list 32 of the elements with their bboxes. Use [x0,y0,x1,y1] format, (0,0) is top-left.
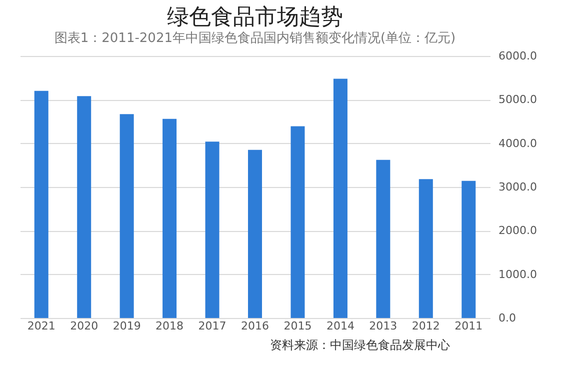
x-tick-label: 2019 [112,320,141,332]
y-tick-label: 1000.0 [498,268,537,281]
y-tick-label: 3000.0 [498,180,537,194]
text: 资料来源：中国绿色食品发展中心 [270,337,451,354]
x-tick-label: 2012 [412,320,440,332]
y-tick-label: 0.0 [498,312,516,324]
bar [205,142,220,318]
bar [418,179,433,318]
bar [162,118,177,318]
y-tick-label: 6000.0 [498,50,537,62]
bar [77,96,92,318]
x-tick-label: 2013 [369,320,398,332]
x-tick-label: 2011 [454,320,483,332]
x-tick-label: 2017 [198,320,226,332]
bar [290,126,305,318]
y-tick-label: 2000.0 [498,224,537,238]
y-tick-label: 5000.0 [498,93,537,106]
x-tick-label: 2020 [70,320,98,332]
bar [120,114,134,318]
x-tick-label: 2015 [284,320,312,332]
x-tick-label: 2021 [27,320,56,332]
chart-subtitle: 图表1：2011-2021年中国绿色食品国内销售额变化情况(单位：亿元) [54,31,456,46]
x-tick-label: 2016 [241,320,269,332]
bar [248,150,262,318]
bar [333,78,348,318]
x-tick-label: 2014 [326,320,354,332]
bar [34,90,48,318]
chart-title: 绿色食品市场趋势 [167,5,343,30]
bar [376,160,390,318]
x-tick-label: 2018 [156,320,184,332]
bar [462,180,476,318]
y-tick-label: 4000.0 [498,136,537,150]
